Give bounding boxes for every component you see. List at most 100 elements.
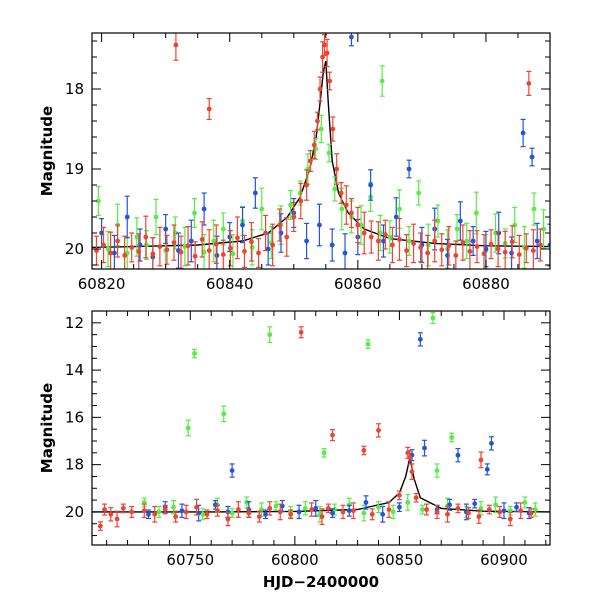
data-layer (92, 33, 550, 269)
data-point-series_1 (497, 505, 503, 518)
data-point-series_1 (192, 241, 198, 269)
y-tick-label: 18 (65, 80, 84, 98)
data-point-series_1 (162, 504, 168, 515)
data-point-series_3 (529, 147, 535, 167)
data-point-series_1 (256, 238, 262, 268)
data-point-series_3 (422, 439, 428, 457)
data-point-series_1 (120, 503, 126, 514)
data-point-series_1 (486, 504, 492, 515)
data-point-series_1 (478, 451, 484, 469)
data-point-series_1 (460, 224, 466, 261)
data-point-series_3 (417, 332, 423, 347)
data-point-series_1 (361, 445, 367, 456)
data-point-series_2 (532, 502, 538, 517)
data-point-series_3 (488, 436, 494, 451)
x-tick-label: 60840 (206, 275, 254, 293)
data-point-series_3 (99, 218, 105, 248)
data-point-series_1 (136, 233, 142, 269)
data-point-series_1 (389, 226, 395, 264)
data-point-series_3 (163, 214, 169, 244)
data-point-series_1 (509, 225, 515, 259)
data-point-series_1 (396, 218, 402, 261)
data-point-series_2 (191, 198, 197, 228)
data-point-series_1 (516, 234, 522, 269)
data-point-series_1 (234, 216, 240, 260)
x-tick-label: 60820 (78, 275, 126, 293)
data-point-series_2 (430, 312, 436, 325)
data-point-series_2 (259, 187, 265, 231)
data-point-series_3 (406, 159, 412, 179)
data-point-series_1 (157, 226, 163, 267)
data-point-series_1 (348, 198, 354, 228)
data-point-series_1 (213, 224, 219, 264)
y-tick-label: 20 (65, 240, 84, 258)
data-point-series_3 (342, 233, 348, 269)
data-point-series_2 (361, 504, 367, 522)
data-point-series_3 (263, 509, 269, 520)
data-point-series_3 (329, 228, 335, 262)
x-tick-label: 60850 (376, 551, 424, 569)
data-point-series_1 (152, 505, 158, 523)
data-point-series_1 (141, 503, 147, 518)
data-point-series_1 (507, 511, 513, 527)
y-tick-label: 16 (65, 408, 84, 426)
plot-frame (91, 32, 551, 270)
data-point-series_1 (108, 231, 114, 269)
data-point-series_1 (314, 111, 320, 131)
data-point-series_2 (416, 180, 422, 206)
data-point-series_1 (350, 502, 356, 520)
data-point-series_2 (376, 501, 382, 514)
data-point-series_2 (531, 192, 537, 226)
data-point-series_1 (183, 504, 189, 520)
data-point-series_2 (449, 432, 455, 443)
data-point-series_1 (307, 150, 313, 172)
data-point-series_1 (343, 185, 349, 225)
data-point-series_2 (419, 504, 425, 515)
data-point-series_1 (495, 230, 501, 268)
data-point-series_1 (518, 502, 524, 520)
data-point-series_3 (520, 118, 526, 148)
data-point-series_1 (330, 429, 336, 442)
data-point-series_1 (129, 232, 135, 263)
data-point-series_3 (316, 203, 322, 247)
data-point-series_1 (526, 70, 532, 97)
data-point-series_1 (150, 237, 156, 269)
data-point-series_3 (252, 177, 258, 209)
data-point-series_1 (114, 510, 120, 528)
data-point-series_1 (476, 509, 482, 524)
data-point-series_1 (220, 239, 226, 269)
data-point-series_1 (409, 463, 415, 481)
data-point-series_2 (267, 326, 273, 344)
data-point-series_1 (248, 222, 254, 262)
data-point-series_2 (318, 114, 324, 144)
data-point-series_1 (108, 507, 114, 522)
data-point-series_2 (493, 496, 499, 514)
x-tick-label: 60900 (480, 551, 528, 569)
data-point-series_1 (267, 501, 273, 516)
data-point-series_1 (481, 234, 487, 269)
data-point-series_1 (413, 492, 419, 503)
data-point-series_2 (156, 505, 162, 518)
data-point-series_1 (434, 504, 440, 520)
data-point-series_1 (122, 235, 128, 269)
data-point-series_3 (470, 226, 476, 256)
data-point-series_3 (175, 232, 181, 269)
light-curve-panel-full: Magnitude HJD−2400000 60750 60800 60850 609… (38, 310, 551, 591)
x-tick-label: 60800 (271, 551, 319, 569)
data-point-series_1 (418, 232, 424, 263)
data-point-series_2 (464, 222, 470, 260)
data-point-series_3 (304, 222, 310, 260)
data-point-series_1 (355, 206, 361, 244)
data-point-series_1 (298, 326, 304, 339)
data-point-series_2 (406, 226, 412, 256)
data-point-series_3 (472, 498, 478, 509)
data-point-series_3 (501, 502, 507, 520)
data-point-series_1 (194, 498, 200, 516)
data-point-series_3 (455, 447, 461, 463)
data-point-series_2 (473, 191, 479, 235)
data-point-series_2 (182, 226, 188, 267)
data-point-series_1 (93, 235, 99, 266)
data-point-series_1 (455, 503, 461, 514)
data-point-series_1 (361, 211, 367, 255)
data-point-series_1 (396, 490, 402, 501)
